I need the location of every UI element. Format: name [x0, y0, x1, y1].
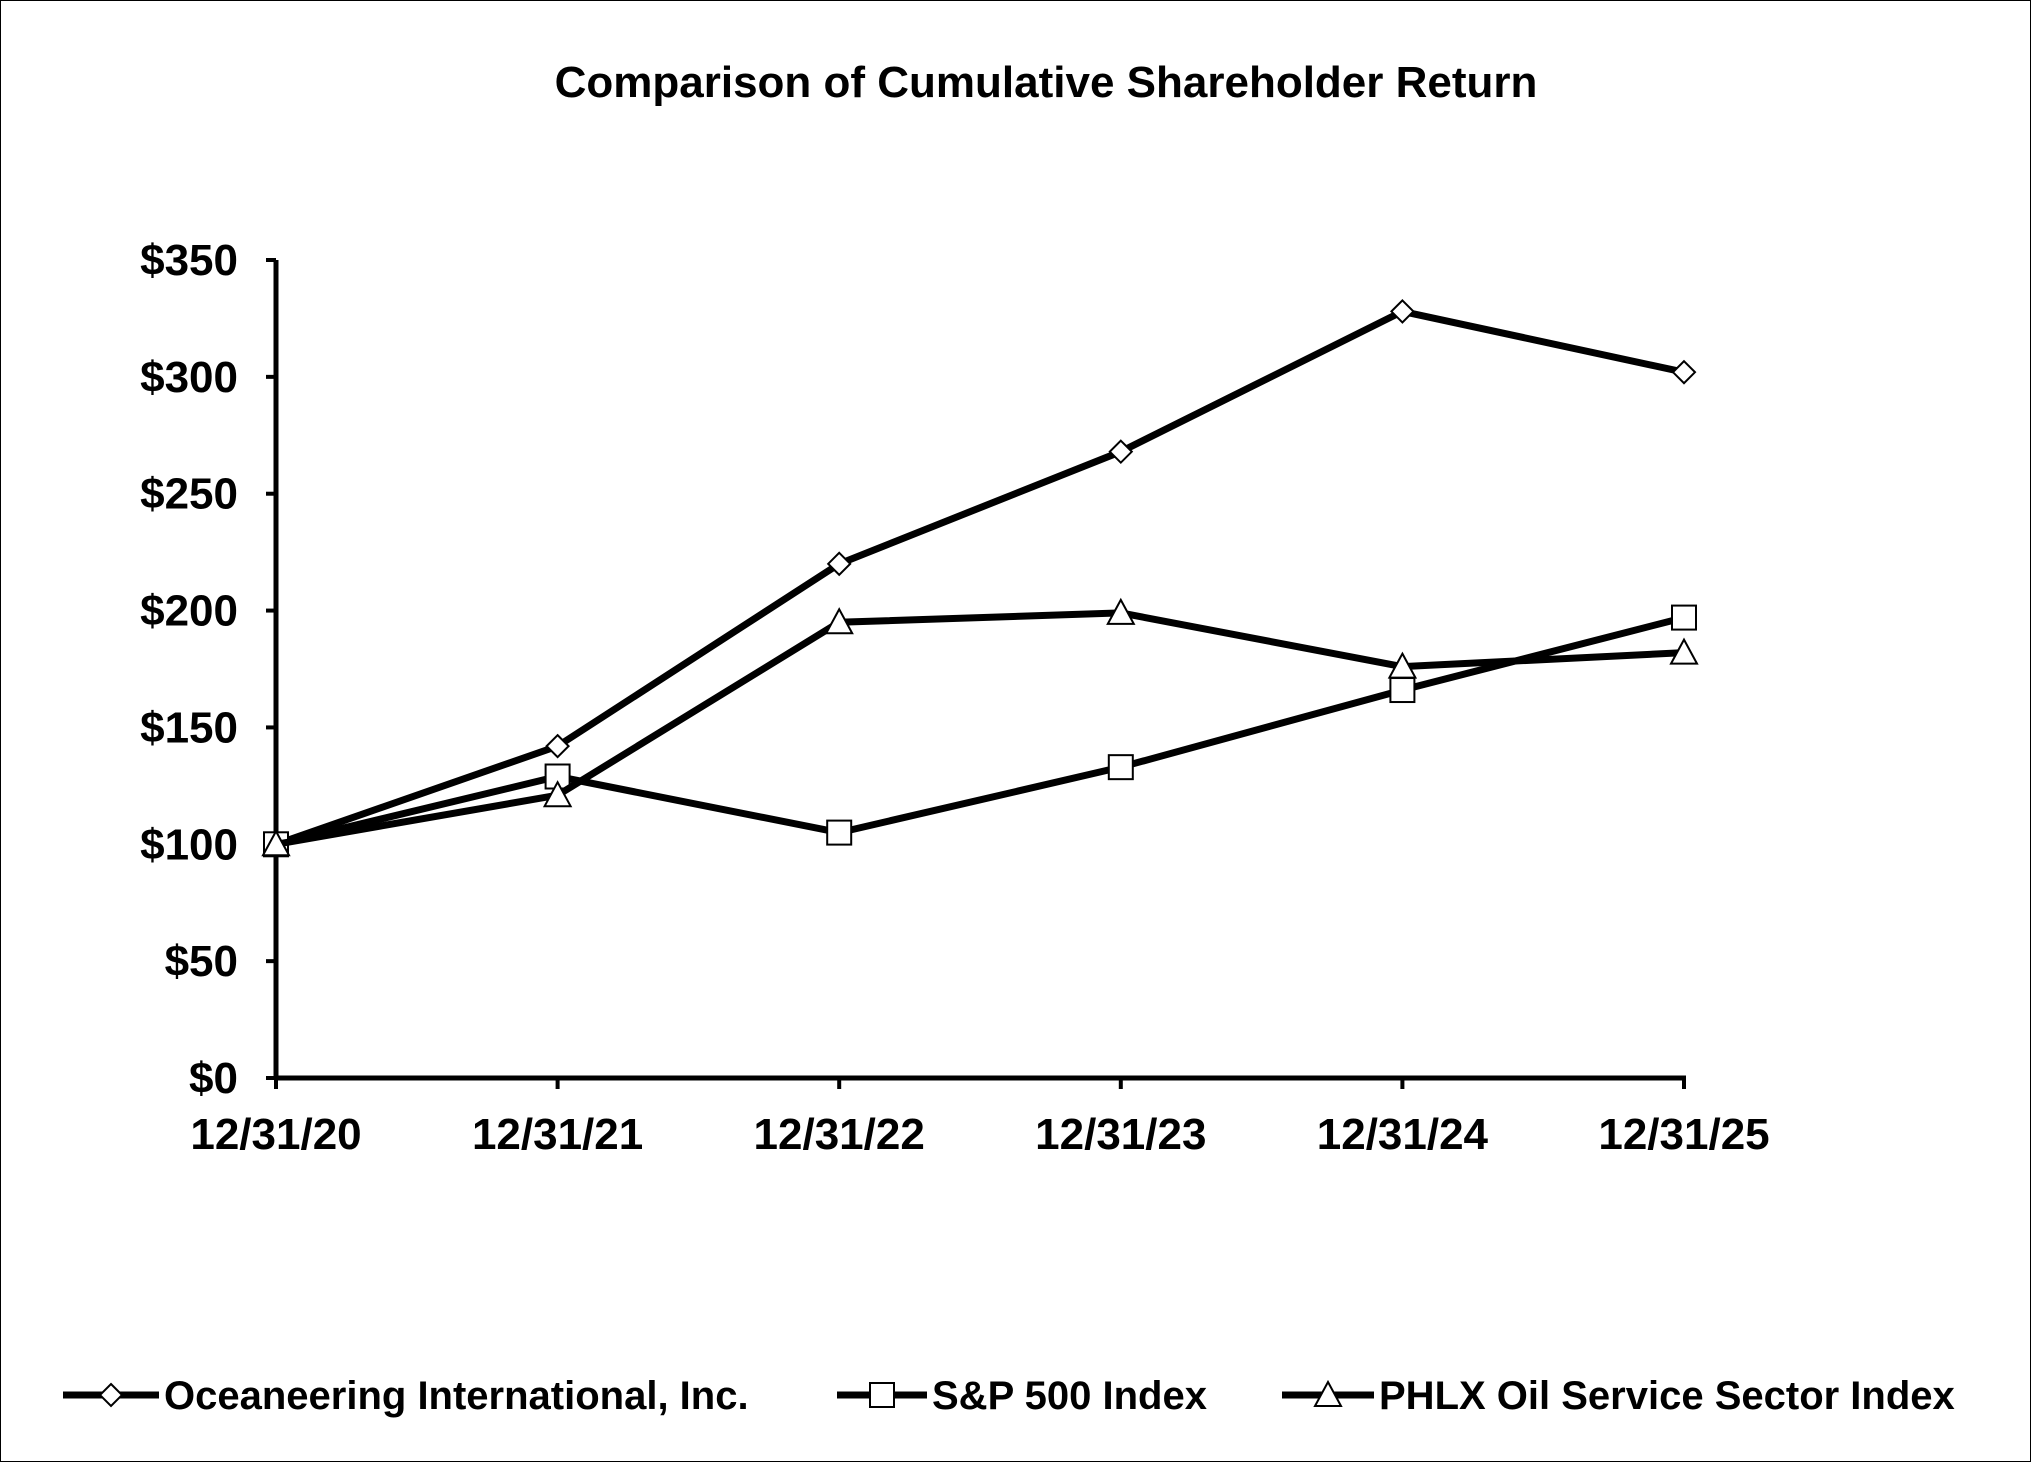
data-point: [545, 733, 571, 759]
x-tick-label: 12/31/22: [754, 1110, 925, 1159]
y-tick-label: $100: [140, 820, 238, 869]
series-diamond: [263, 299, 1697, 857]
legend-marker: [1313, 1379, 1343, 1407]
legend-marker: [98, 1382, 124, 1408]
x-tick-label: 12/31/20: [190, 1110, 361, 1159]
series-lines: [261, 299, 1699, 858]
y-tick-label: $350: [140, 236, 238, 285]
data-point: [542, 780, 573, 808]
data-point: [1669, 637, 1699, 665]
legend-marker: [869, 1382, 895, 1408]
legend-item-triangle: PHLX Oil Service Sector Index: [1282, 1374, 1955, 1418]
x-tick-label: 12/31/25: [1598, 1110, 1769, 1159]
legend-label: Oceaneering International, Inc.: [164, 1374, 749, 1418]
y-tick-label: $50: [165, 937, 238, 986]
data-point: [1671, 604, 1697, 631]
series-square: [263, 604, 1697, 858]
data-point: [1671, 359, 1697, 385]
data-point: [826, 551, 852, 577]
data-point: [1106, 597, 1136, 625]
data-point: [1389, 677, 1416, 704]
chart-title: Comparison of Cumulative Shareholder Ret…: [555, 58, 1538, 107]
data-point: [1107, 754, 1134, 781]
data-point: [826, 819, 853, 846]
x-tick-label: 12/31/24: [1317, 1110, 1489, 1159]
axes: $0 $50 $100 $150 $200 $250 $300 $350 12/31/20 12/…: [140, 236, 1770, 1159]
y-tick-label: $0: [189, 1054, 238, 1103]
legend-label: S&P 500 Index: [932, 1374, 1207, 1418]
data-point: [261, 829, 291, 857]
legend-item-square: S&P 500 Index: [837, 1374, 1207, 1418]
data-point: [1108, 439, 1134, 465]
series-triangle: [261, 597, 1699, 857]
legend: Oceaneering International, Inc. S&P 500 I…: [63, 1374, 1955, 1418]
data-point: [1389, 299, 1415, 324]
legend-item-diamond: Oceaneering International, Inc.: [63, 1374, 749, 1418]
x-tick-label: 12/31/23: [1035, 1110, 1206, 1159]
y-tick-label: $300: [140, 353, 238, 402]
y-tick-label: $250: [140, 470, 238, 519]
x-tick-label: 12/31/21: [472, 1110, 643, 1159]
series-line: [275, 609, 1685, 848]
series-line: [275, 614, 1685, 848]
y-tick-label: $150: [140, 703, 238, 752]
data-point: [824, 607, 854, 635]
y-tick-label: $200: [140, 587, 238, 636]
series-line: [274, 307, 1685, 848]
data-point: [1387, 651, 1418, 679]
legend-label: PHLX Oil Service Sector Index: [1379, 1374, 1955, 1418]
